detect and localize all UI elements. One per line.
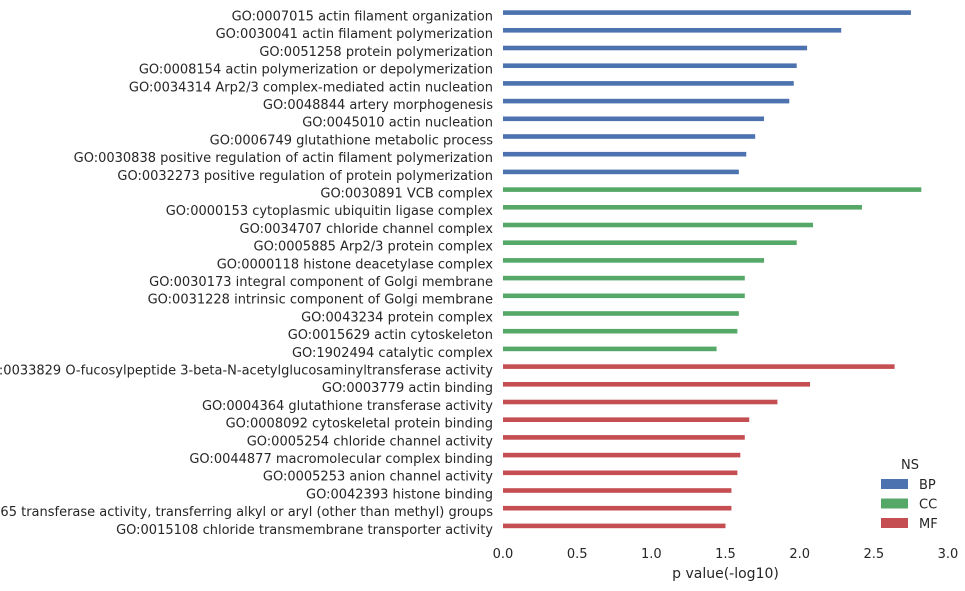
- bar-mf-2: [503, 399, 778, 405]
- bar-cc-6: [503, 293, 745, 299]
- bar-bp-8: [503, 151, 747, 157]
- category-label: GO:0034707 chloride channel complex: [240, 222, 494, 237]
- bars-layer: [503, 10, 922, 529]
- category-label: GO:0015108 chloride transmembrane transp…: [116, 523, 493, 538]
- bar-mf-9: [503, 523, 726, 529]
- bar-bp-4: [503, 81, 794, 86]
- legend-swatch-bp: [881, 479, 908, 489]
- bar-cc-8: [503, 328, 738, 334]
- bar-bp-2: [503, 45, 808, 51]
- legend-swatch-mf: [881, 518, 908, 528]
- bar-bp-9: [503, 169, 739, 175]
- x-axis-label: p value(-log10): [672, 566, 779, 582]
- x-tick-label: 1.0: [641, 547, 662, 562]
- category-label: GO:0033829 O-fucosylpeptide 3-beta-N-ace…: [0, 364, 493, 379]
- category-label: GO:0045010 actin nucleation: [302, 116, 493, 131]
- bar-mf-4: [503, 435, 745, 440]
- bar-bp-6: [503, 116, 765, 122]
- legend-swatch-cc: [881, 498, 908, 509]
- category-label: GO:0034314 Arp2/3 complex-mediated actin…: [129, 80, 493, 95]
- category-label: GO:1902494 catalytic complex: [292, 346, 493, 361]
- category-label: GO:0042393 histone binding: [306, 487, 493, 502]
- category-label: GO:0008154 actin polymerization or depol…: [139, 63, 493, 78]
- category-label: GO:0015629 actin cytoskeleton: [288, 328, 493, 343]
- bar-cc-5: [503, 275, 745, 281]
- bar-cc-2: [503, 222, 814, 228]
- bar-mf-8: [503, 505, 732, 511]
- bar-bp-7: [503, 134, 756, 139]
- x-tick-label: 0.0: [493, 547, 514, 562]
- category-label: GO:0000118 histone deacetylase complex: [217, 257, 494, 272]
- bar-cc-3: [503, 240, 797, 245]
- x-axis: 0.0 0.5 1.0 1.5 2.0 2.5 3.0: [493, 547, 959, 562]
- bar-cc-1: [503, 205, 862, 210]
- bar-cc-4: [503, 258, 765, 263]
- category-label: GO:0003779 actin binding: [322, 381, 493, 396]
- bar-cc-0: [503, 187, 922, 192]
- legend-label-cc: CC: [919, 498, 937, 513]
- category-label: GO:0008092 cytoskeletal protein binding: [226, 417, 493, 432]
- bar-mf-5: [503, 452, 741, 458]
- legend-label-bp: BP: [919, 478, 936, 493]
- x-tick-label: 1.5: [715, 547, 736, 562]
- category-label: GO:0030041 actin filament polymerization: [216, 27, 493, 42]
- bar-mf-3: [503, 417, 750, 422]
- category-label: GO:0031228 intrinsic component of Golgi …: [148, 293, 493, 308]
- category-label: GO:0044877 macromolecular complex bindin…: [189, 452, 493, 467]
- category-label: GO:0030891 VCB complex: [320, 187, 493, 202]
- category-label: GO:0016765 transferase activity, transfe…: [0, 505, 493, 520]
- category-label: GO:0005254 chloride channel activity: [247, 434, 494, 449]
- category-label: GO:0007015 actin filament organization: [232, 10, 493, 25]
- category-label: GO:0051258 protein polymerization: [259, 45, 493, 60]
- category-label: GO:0032273 positive regulation of protei…: [117, 169, 493, 184]
- x-tick-label: 2.5: [863, 547, 884, 562]
- bar-cc-7: [503, 311, 739, 316]
- category-label: GO:0005253 anion channel activity: [263, 470, 493, 485]
- bar-mf-0: [503, 364, 895, 369]
- category-label: GO:0030173 integral component of Golgi m…: [149, 275, 493, 290]
- bar-bp-1: [503, 28, 842, 33]
- bar-mf-7: [503, 488, 732, 493]
- category-labels-layer: GO:0007015 actin filament organization GO…: [0, 10, 493, 538]
- category-label: GO:0004364 glutathione transferase activ…: [202, 399, 493, 414]
- category-label: GO:0048844 artery morphogenesis: [263, 98, 493, 113]
- bar-mf-1: [503, 382, 811, 387]
- bar-bp-5: [503, 98, 790, 104]
- bar-bp-3: [503, 63, 797, 68]
- legend-label-mf: MF: [919, 517, 938, 532]
- category-label: GO:0000153 cytoplasmic ubiquitin ligase …: [166, 204, 494, 219]
- x-tick-label: 0.5: [567, 547, 588, 562]
- x-tick-label: 3.0: [938, 547, 959, 562]
- bar-bp-0: [503, 10, 911, 15]
- x-tick-label: 2.0: [789, 547, 810, 562]
- bar-mf-6: [503, 470, 738, 476]
- category-label: GO:0005885 Arp2/3 protein complex: [254, 240, 494, 255]
- legend-title: NS: [901, 458, 919, 473]
- category-label: GO:0043234 protein complex: [301, 310, 493, 325]
- bar-cc-9: [503, 346, 717, 352]
- category-label: GO:0006749 glutathione metabolic process: [210, 133, 494, 148]
- category-label: GO:0030838 positive regulation of actin …: [74, 151, 493, 166]
